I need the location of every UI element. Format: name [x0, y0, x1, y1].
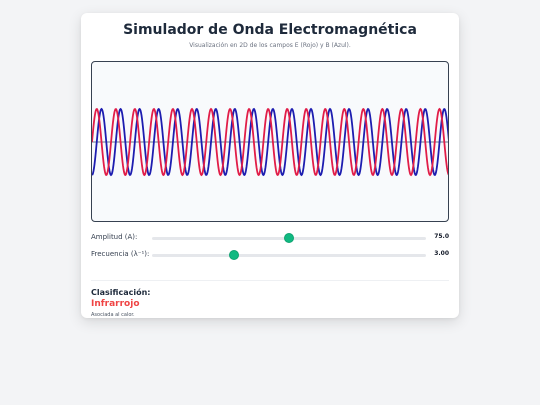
classification-value: Infrarrojo [91, 299, 140, 309]
b-field-wave [92, 107, 448, 177]
amplitude-label: Amplitud (A): [91, 233, 138, 241]
e-field-wave [92, 107, 448, 177]
amplitude-control: Amplitud (A): 75.0 [91, 232, 449, 244]
classification-label: Clasificación: [91, 288, 151, 297]
page-subtitle: Visualización en 2D de los campos E (Roj… [189, 42, 351, 49]
frequency-label: Frecuencia (λ⁻¹): [91, 250, 150, 258]
section-divider [91, 280, 449, 281]
classification-description: Asociada al calor. [91, 312, 135, 318]
frequency-slider-thumb[interactable] [230, 251, 239, 259]
simulator-card: Simulador de Onda Electromagnética Visua… [81, 13, 459, 318]
amplitude-value: 75.0 [434, 233, 449, 240]
amplitude-slider[interactable] [152, 234, 426, 242]
wave-plot [92, 107, 448, 177]
wave-canvas [91, 61, 449, 222]
frequency-value: 3.00 [434, 250, 449, 257]
frequency-control: Frecuencia (λ⁻¹): 3.00 [91, 249, 449, 261]
amplitude-slider-thumb[interactable] [285, 234, 293, 242]
frequency-slider[interactable] [152, 251, 426, 259]
page-title: Simulador de Onda Electromagnética [123, 22, 417, 38]
